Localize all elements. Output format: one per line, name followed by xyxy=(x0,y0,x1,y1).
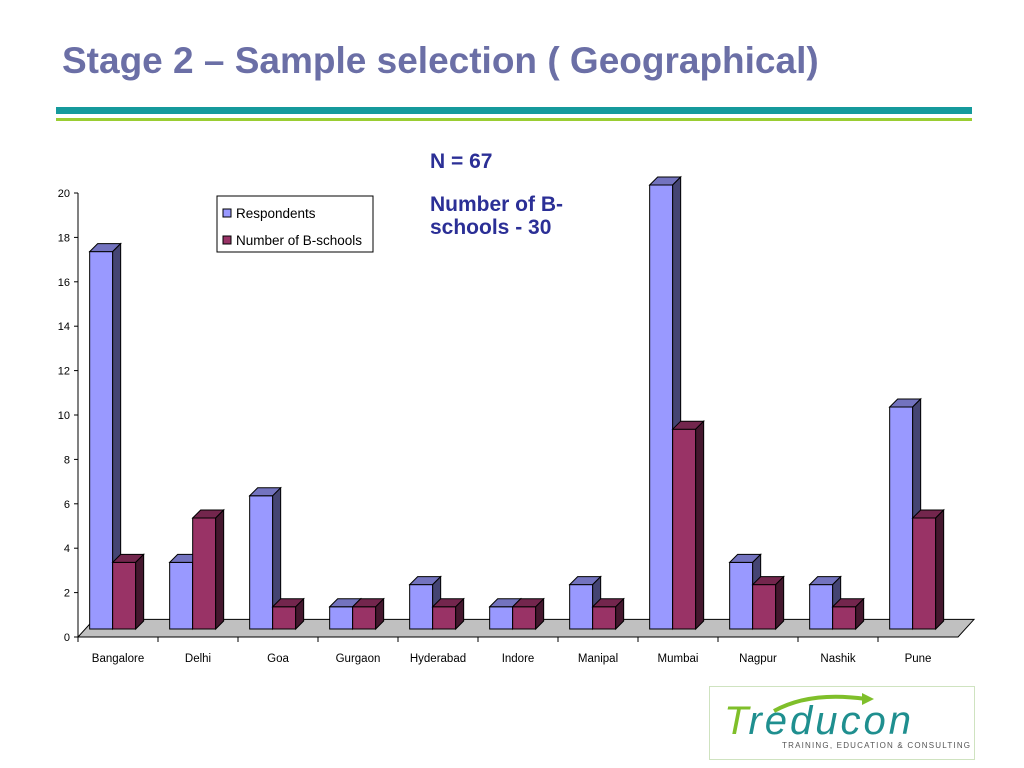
y-tick-label: 4 xyxy=(64,543,70,555)
y-tick-labels: 0 2 4 6 8 10 12 14 16 18 20 xyxy=(58,188,78,644)
bar-number-of-b-schools xyxy=(191,508,225,631)
y-tick-label: 10 xyxy=(58,410,70,422)
bar-respondents xyxy=(88,242,122,631)
x-category-label: Gurgaon xyxy=(336,653,381,665)
x-category-label: Mumbai xyxy=(658,653,699,665)
x-category-label: Indore xyxy=(502,653,535,665)
legend-swatch xyxy=(222,208,232,218)
x-category-label: Manipal xyxy=(578,653,618,665)
x-category-label: Pune xyxy=(905,653,932,665)
legend-label: Respondents xyxy=(236,206,316,221)
x-category-labels: Bangalore Delhi Goa Gurgaon Hyderabad Indore M… xyxy=(77,637,932,665)
treducon-logo: Treducon TRAINING, EDUCATION & CONSULTIN… xyxy=(709,686,975,760)
sample-size-annotation: N = 67 xyxy=(430,150,493,173)
legend-swatch xyxy=(222,235,232,245)
x-category-label: Bangalore xyxy=(92,653,144,665)
y-tick-label: 18 xyxy=(58,232,70,244)
title-divider-green xyxy=(56,118,972,121)
x-category-label: Hyderabad xyxy=(410,653,466,665)
y-tick-label: 2 xyxy=(64,588,70,600)
legend-box xyxy=(216,195,374,253)
bar-number-of-b-schools xyxy=(751,575,785,631)
bar-number-of-b-schools xyxy=(591,597,625,631)
bar-number-of-b-schools xyxy=(671,419,705,631)
bar-number-of-b-schools xyxy=(831,597,865,631)
title-divider-teal xyxy=(56,107,972,114)
bar-number-of-b-schools xyxy=(911,508,945,631)
logo-tagline: TRAINING, EDUCATION & CONSULTING xyxy=(782,741,972,750)
logo-wordmark-first: T xyxy=(724,699,749,743)
slide-title: Stage 2 – Sample selection ( Geographica… xyxy=(62,40,819,81)
bar-number-of-b-schools xyxy=(431,597,465,631)
bar-number-of-b-schools xyxy=(111,553,145,631)
y-tick-label: 8 xyxy=(64,454,70,466)
logo-swoosh-icon xyxy=(773,693,874,713)
bar-number-of-b-schools xyxy=(511,597,545,631)
y-tick-label: 0 xyxy=(64,632,70,644)
logo-wordmark-rest: reducon xyxy=(748,699,915,743)
y-tick-label: 16 xyxy=(58,277,70,289)
y-tick-label: 12 xyxy=(58,366,70,378)
y-tick-label: 6 xyxy=(64,499,70,511)
legend-label: Number of B-schools xyxy=(236,233,362,248)
bschool-count-annotation: Number of B-schools - 30 xyxy=(430,193,563,239)
bar-number-of-b-schools xyxy=(351,597,385,631)
x-category-label: Nagpur xyxy=(739,653,777,665)
x-category-label: Goa xyxy=(267,653,289,665)
x-category-label: Delhi xyxy=(185,653,211,665)
chart-legend: Respondents Number of B-schools xyxy=(216,195,374,253)
x-category-label: Nashik xyxy=(820,653,855,665)
bar-group xyxy=(88,175,945,631)
logo-wordmark: Treducon xyxy=(724,701,914,741)
bar-respondents xyxy=(248,486,282,631)
y-tick-label: 14 xyxy=(58,321,70,333)
bar-number-of-b-schools xyxy=(271,597,305,631)
y-tick-label: 20 xyxy=(58,188,70,200)
